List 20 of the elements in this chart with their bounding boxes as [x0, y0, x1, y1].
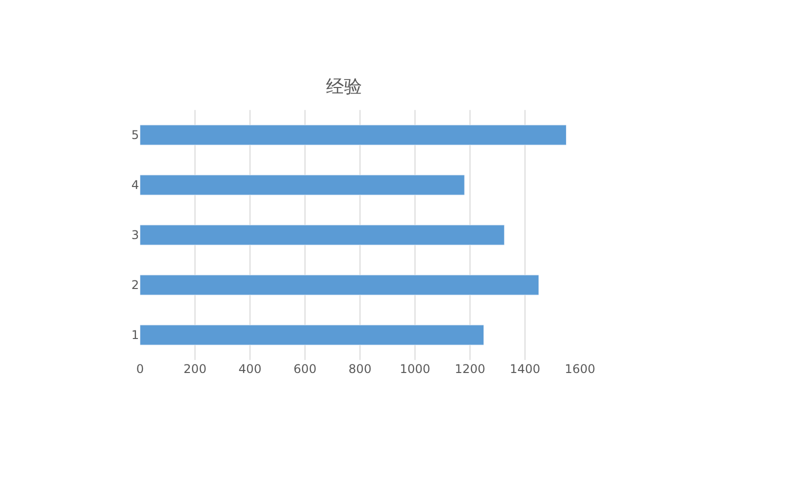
y-tick-label: 3 [131, 228, 139, 242]
y-tick-label: 1 [131, 328, 139, 342]
x-tick-label: 400 [238, 362, 262, 376]
x-tick-label: 1200 [454, 362, 486, 376]
bar [140, 224, 505, 246]
bar [140, 324, 484, 346]
y-tick-label: 2 [131, 278, 139, 292]
chart-title: 经验 [326, 76, 362, 98]
x-tick-label: 0 [136, 362, 144, 376]
x-tick-label: 1600 [564, 362, 596, 376]
y-tick-label: 5 [131, 128, 139, 142]
x-tick-label: 600 [294, 362, 316, 376]
x-tick-label: 800 [348, 362, 372, 376]
bar [140, 124, 566, 146]
bar [140, 174, 465, 196]
bar [140, 274, 539, 296]
x-tick-label: 200 [184, 362, 206, 376]
x-tick-label: 1000 [400, 362, 430, 376]
y-tick-label: 4 [131, 178, 139, 192]
x-tick-label: 1400 [510, 362, 540, 376]
